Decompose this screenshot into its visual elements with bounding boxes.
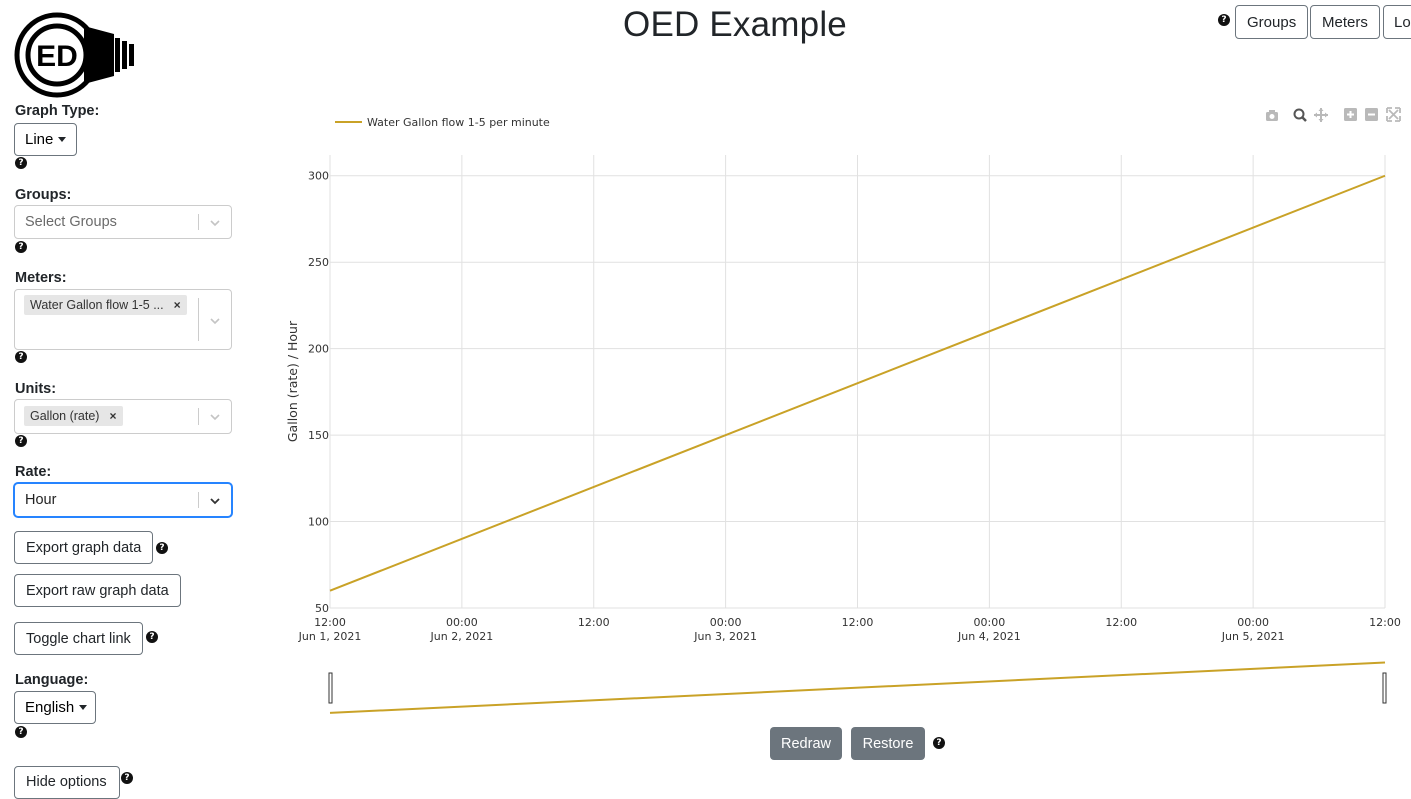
hide-options-button[interactable]: Hide options <box>14 766 120 799</box>
x-tick-date-label: Jun 4, 2021 <box>957 630 1021 643</box>
camera-icon[interactable] <box>1266 110 1278 121</box>
redraw-button[interactable]: Redraw <box>770 727 842 760</box>
x-tick-label: 12:00 <box>314 616 346 629</box>
export-graph-data-button[interactable]: Export graph data <box>14 531 154 564</box>
y-tick-label: 250 <box>308 256 329 269</box>
range-slider[interactable] <box>328 661 1387 714</box>
x-tick-label: 12:00 <box>1105 616 1137 629</box>
zoom-icon[interactable] <box>1293 108 1307 122</box>
y-tick-label: 50 <box>315 602 329 615</box>
groups-nav-button[interactable]: Groups <box>1235 5 1309 39</box>
hide-options-help-icon[interactable]: ? <box>121 772 133 784</box>
meter-chip-label: Water Gallon flow 1-5 ... <box>30 298 164 312</box>
x-tick-label: 12:00 <box>578 616 610 629</box>
x-tick-date-label: Jun 3, 2021 <box>693 630 757 643</box>
meters-label: Meters: <box>15 270 67 286</box>
series-line[interactable] <box>329 174 1386 592</box>
graph-type-value: Line <box>25 131 54 148</box>
zoom-out-icon[interactable] <box>1365 108 1378 121</box>
chevron-down-icon[interactable] <box>209 315 221 327</box>
graph-type-help-icon[interactable]: ? <box>15 157 27 169</box>
legend-label: Water Gallon flow 1-5 per minute <box>367 116 550 129</box>
meter-chip: Water Gallon flow 1-5 ... × <box>24 295 187 315</box>
x-tick-label: 12:00 <box>842 616 874 629</box>
y-tick-label: 150 <box>308 429 329 442</box>
rate-value: Hour <box>25 492 57 508</box>
y-tick-label: 200 <box>308 343 329 356</box>
x-tick-label: 00:00 <box>710 616 742 629</box>
units-help-icon[interactable]: ? <box>15 435 27 447</box>
toggle-chart-link-button[interactable]: Toggle chart link <box>14 622 143 655</box>
x-tick-date-label: Jun 2, 2021 <box>430 630 494 643</box>
chevron-down-icon[interactable] <box>209 217 221 229</box>
x-tick-label: 00:00 <box>446 616 478 629</box>
autoscale-icon[interactable] <box>1386 107 1401 122</box>
caret-down-icon <box>58 137 67 142</box>
groups-select[interactable]: Select Groups <box>14 205 232 239</box>
chart-legend[interactable]: Water Gallon flow 1-5 per minute <box>335 116 550 129</box>
groups-label: Groups: <box>15 187 72 203</box>
line-chart[interactable]: Water Gallon flow 1-5 per minute 50 100 15… <box>280 100 1411 740</box>
units-select[interactable]: Gallon (rate) × <box>14 399 232 434</box>
chart-modebar <box>1266 107 1401 122</box>
chevron-down-icon[interactable] <box>209 495 221 507</box>
graph-type-label: Graph Type: <box>15 103 100 119</box>
export-help-icon[interactable]: ? <box>156 542 168 554</box>
rate-label: Rate: <box>15 464 52 480</box>
pan-icon[interactable] <box>1314 108 1328 122</box>
oed-logo: ED <box>14 12 134 98</box>
unit-chip-label: Gallon (rate) <box>30 409 100 423</box>
range-slider-left-handle[interactable] <box>328 672 333 704</box>
range-slider-right-handle[interactable] <box>1382 672 1387 704</box>
x-tick-label: 00:00 <box>1237 616 1269 629</box>
caret-down-icon <box>79 705 88 710</box>
login-nav-button[interactable]: Lo <box>1383 5 1411 39</box>
meters-nav-button[interactable]: Meters <box>1310 5 1380 39</box>
language-dropdown[interactable]: English <box>14 691 96 724</box>
help-icon[interactable]: ? <box>1218 14 1230 26</box>
language-help-icon[interactable]: ? <box>15 726 27 738</box>
language-value: English <box>25 699 75 716</box>
x-tick-date-label: Jun 5, 2021 <box>1221 630 1285 643</box>
plot-area[interactable] <box>329 174 1386 592</box>
restore-button[interactable]: Restore <box>851 727 925 760</box>
range-slider-line <box>329 661 1386 714</box>
page-title: OED Example <box>623 5 847 44</box>
zoom-in-icon[interactable] <box>1344 108 1357 121</box>
chart-link-help-icon[interactable]: ? <box>146 631 158 643</box>
y-tick-label: 300 <box>308 170 329 183</box>
x-tick-date-label: Jun 1, 2021 <box>298 630 362 643</box>
chart-grid <box>329 155 1386 609</box>
remove-unit-icon[interactable]: × <box>109 409 117 423</box>
export-raw-graph-data-button[interactable]: Export raw graph data <box>14 574 181 607</box>
logo-text: ED <box>36 40 78 73</box>
groups-help-icon[interactable]: ? <box>15 241 27 253</box>
y-tick-label: 100 <box>308 516 329 529</box>
units-label: Units: <box>15 381 57 397</box>
language-label: Language: <box>15 672 89 688</box>
remove-meter-icon[interactable]: × <box>173 298 181 312</box>
y-axis-label: Gallon (rate) / Hour <box>285 320 300 442</box>
y-axis-ticks: 50 100 150 200 250 300 <box>308 170 329 615</box>
groups-placeholder: Select Groups <box>25 214 117 230</box>
rate-select[interactable]: Hour <box>14 483 232 517</box>
x-tick-label: 12:00 <box>1369 616 1401 629</box>
meters-help-icon[interactable]: ? <box>15 351 27 363</box>
meters-select[interactable]: Water Gallon flow 1-5 ... × <box>14 289 232 350</box>
chevron-down-icon[interactable] <box>209 411 221 423</box>
x-tick-label: 00:00 <box>974 616 1006 629</box>
unit-chip: Gallon (rate) × <box>24 406 123 426</box>
graph-type-dropdown[interactable]: Line <box>14 123 77 156</box>
redraw-help-icon[interactable]: ? <box>933 737 945 749</box>
